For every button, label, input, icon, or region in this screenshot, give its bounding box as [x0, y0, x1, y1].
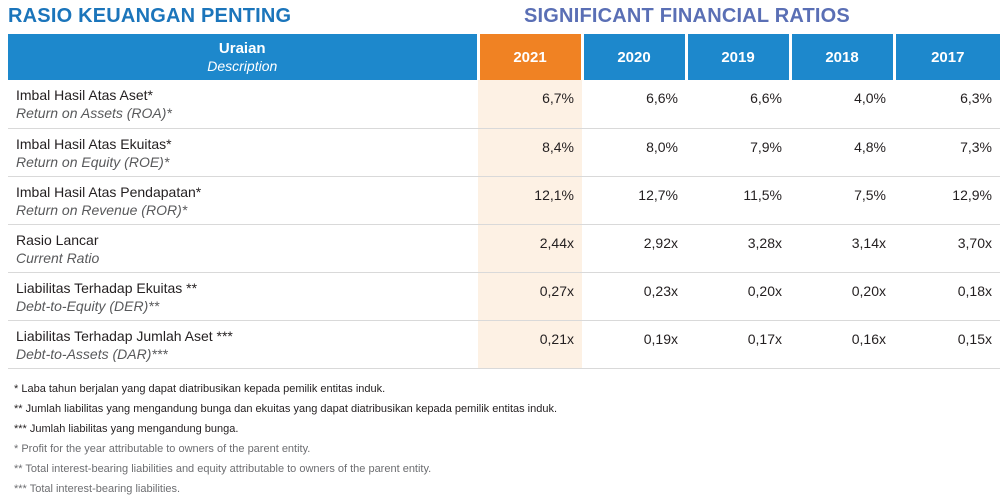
- footnotes: * Laba tahun berjalan yang dapat diatrib…: [14, 379, 557, 499]
- table-row: Imbal Hasil Atas Ekuitas* Return on Equi…: [8, 128, 1000, 177]
- value-cell: 0,18x: [894, 272, 1000, 321]
- value-cell: 6,6%: [686, 80, 790, 129]
- value-cell: 12,7%: [582, 176, 686, 225]
- header-year: 2019: [684, 34, 790, 80]
- value-cell: 0,17x: [686, 320, 790, 369]
- table-header-row: Uraian Description 2021 2020 2019 2018 2…: [8, 34, 1000, 80]
- value-cell: 4,0%: [790, 80, 894, 129]
- value-cell: 0,16x: [790, 320, 894, 369]
- value-cell-highlighted: 6,7%: [478, 80, 582, 129]
- value-cell: 3,70x: [894, 224, 1000, 273]
- row-label-id: Imbal Hasil Atas Aset*: [16, 87, 153, 103]
- value-cell: 7,3%: [894, 128, 1000, 177]
- header-year: 2018: [788, 34, 894, 80]
- row-label-en: Debt-to-Assets (DAR)***: [16, 345, 168, 362]
- value-cell-highlighted: 8,4%: [478, 128, 582, 177]
- row-label-id: Liabilitas Terhadap Jumlah Aset ***: [16, 327, 233, 344]
- value-cell: 7,9%: [686, 128, 790, 177]
- table-row: Imbal Hasil Atas Pendapatan* Return on R…: [8, 176, 1000, 225]
- header-sublabel: Description: [207, 58, 278, 74]
- value-cell-highlighted: 0,21x: [478, 320, 582, 369]
- financial-ratios-table: Uraian Description 2021 2020 2019 2018 2…: [8, 34, 1000, 369]
- table-row: Liabilitas Terhadap Ekuitas ** Debt-to-E…: [8, 272, 1000, 321]
- value-cell-highlighted: 12,1%: [478, 176, 582, 225]
- footnote-en: * Profit for the year attributable to ow…: [14, 443, 311, 455]
- value-cell: 2,92x: [582, 224, 686, 273]
- value-cell: 0,19x: [582, 320, 686, 369]
- row-label-en: Current Ratio: [16, 249, 100, 266]
- row-description: Imbal Hasil Atas Aset* Return on Assets …: [8, 80, 478, 129]
- value-cell: 6,3%: [894, 80, 1000, 129]
- header-year-highlighted: 2021: [476, 34, 582, 80]
- row-label-en: Return on Equity (ROE)*: [16, 153, 170, 170]
- row-label-id: Liabilitas Terhadap Ekuitas **: [16, 279, 198, 296]
- value-cell: 7,5%: [790, 176, 894, 225]
- row-description: Rasio Lancar Current Ratio: [8, 224, 478, 273]
- value-cell-highlighted: 0,27x: [478, 272, 582, 321]
- footnote-id: * Laba tahun berjalan yang dapat diatrib…: [14, 383, 386, 395]
- value-cell: 4,8%: [790, 128, 894, 177]
- footnote-en: *** Total interest-bearing liabilities.: [14, 483, 181, 495]
- header-year: 2020: [580, 34, 686, 80]
- table-row: Rasio Lancar Current Ratio 2,44x 2,92x 3…: [8, 224, 1000, 273]
- row-description: Imbal Hasil Atas Pendapatan* Return on R…: [8, 176, 478, 225]
- value-cell: 11,5%: [686, 176, 790, 225]
- value-cell: 6,6%: [582, 80, 686, 129]
- row-label-id: Rasio Lancar: [16, 231, 99, 248]
- row-label-en: Return on Assets (ROA)*: [16, 105, 172, 121]
- footnote-id: *** Jumlah liabilitas yang mengandung bu…: [14, 423, 239, 435]
- value-cell: 8,0%: [582, 128, 686, 177]
- value-cell: 12,9%: [894, 176, 1000, 225]
- value-cell: 3,14x: [790, 224, 894, 273]
- value-cell: 0,20x: [686, 272, 790, 321]
- value-cell-highlighted: 2,44x: [478, 224, 582, 273]
- page-title-indonesian: RASIO KEUANGAN PENTING: [8, 5, 292, 27]
- header-year: 2017: [892, 34, 1000, 80]
- value-cell: 0,15x: [894, 320, 1000, 369]
- row-label-id: Imbal Hasil Atas Ekuitas*: [16, 135, 172, 152]
- footnote-en: ** Total interest-bearing liabilities an…: [14, 463, 432, 475]
- value-cell: 3,28x: [686, 224, 790, 273]
- value-cell: 0,23x: [582, 272, 686, 321]
- row-description: Liabilitas Terhadap Jumlah Aset *** Debt…: [8, 320, 478, 369]
- header-description: Uraian Description: [8, 34, 478, 80]
- row-label-id: Imbal Hasil Atas Pendapatan*: [16, 183, 202, 200]
- page-title-english: SIGNIFICANT FINANCIAL RATIOS: [524, 5, 850, 27]
- row-description: Imbal Hasil Atas Ekuitas* Return on Equi…: [8, 128, 478, 177]
- header-label: Uraian: [218, 40, 266, 57]
- table-row: Liabilitas Terhadap Jumlah Aset *** Debt…: [8, 320, 1000, 369]
- table-row: Imbal Hasil Atas Aset* Return on Assets …: [8, 80, 1000, 129]
- row-label-en: Debt-to-Equity (DER)**: [16, 297, 160, 314]
- row-description: Liabilitas Terhadap Ekuitas ** Debt-to-E…: [8, 272, 478, 321]
- footnote-id: ** Jumlah liabilitas yang mengandung bun…: [14, 403, 558, 415]
- row-label-en: Return on Revenue (ROR)*: [16, 201, 188, 218]
- value-cell: 0,20x: [790, 272, 894, 321]
